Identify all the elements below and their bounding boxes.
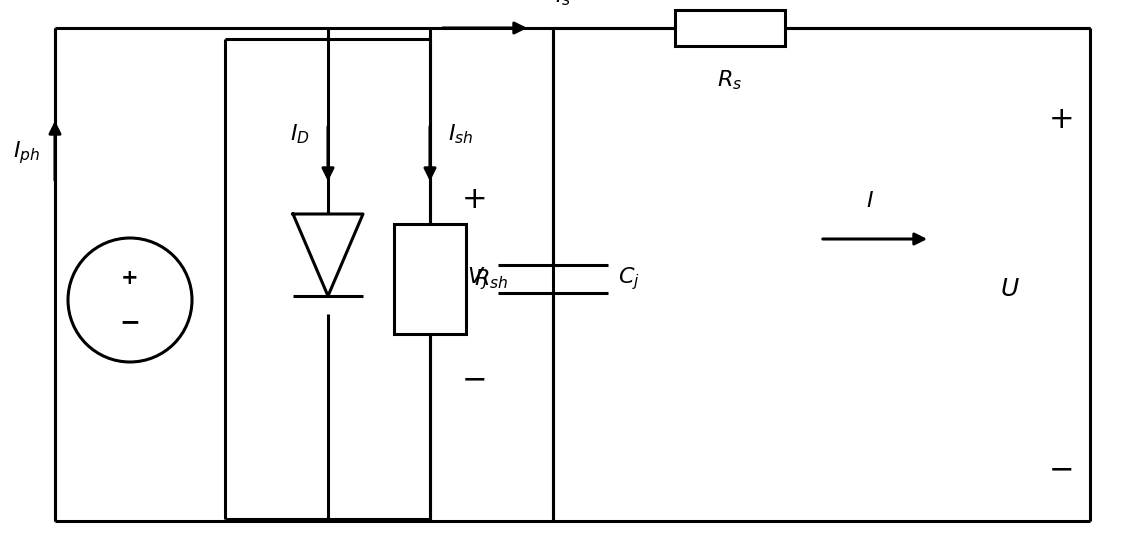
Text: $I_D$: $I_D$ xyxy=(291,122,310,146)
Text: $+$: $+$ xyxy=(461,184,485,214)
Text: $+$: $+$ xyxy=(1048,104,1072,133)
Text: +: + xyxy=(121,268,138,288)
Text: $-$: $-$ xyxy=(1048,455,1072,484)
Text: $I_s$: $I_s$ xyxy=(555,0,571,8)
Text: $C_j$: $C_j$ xyxy=(618,266,639,293)
FancyBboxPatch shape xyxy=(675,10,785,46)
Text: $V_J$: $V_J$ xyxy=(467,266,488,293)
Text: $U$: $U$ xyxy=(1000,277,1020,301)
Polygon shape xyxy=(293,214,363,296)
FancyBboxPatch shape xyxy=(394,224,466,334)
Text: $I_{sh}$: $I_{sh}$ xyxy=(448,122,474,146)
Text: $R_{sh}$: $R_{sh}$ xyxy=(474,267,508,291)
Text: $R_s$: $R_s$ xyxy=(717,68,742,92)
Text: −: − xyxy=(119,310,141,334)
Text: $I$: $I$ xyxy=(866,191,874,211)
Text: $-$: $-$ xyxy=(461,365,485,394)
Text: $I_{ph}$: $I_{ph}$ xyxy=(14,139,40,166)
